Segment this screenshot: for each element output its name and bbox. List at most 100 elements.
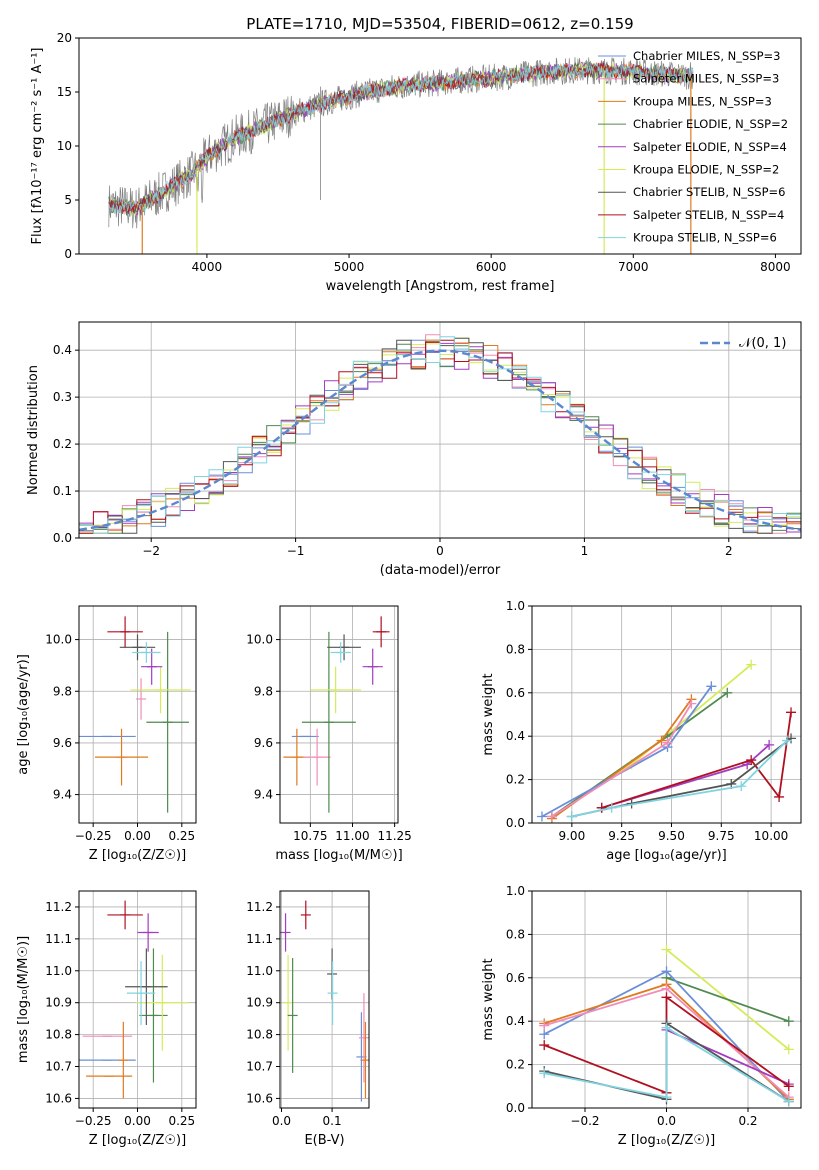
x-axis-label: E(B-V) xyxy=(304,1133,344,1148)
spectrum-model-kroupa_stelib xyxy=(108,63,694,215)
point-marker xyxy=(661,966,672,977)
point-marker xyxy=(782,735,793,746)
series-line xyxy=(601,712,792,809)
y-tick-label: 0.6 xyxy=(506,971,525,985)
legend-label-normal: 𝒩(0, 1) xyxy=(739,336,786,351)
y-axis-label: mass [log₁₀(M/M☉)] xyxy=(16,936,31,1063)
point-marker xyxy=(786,733,797,744)
y-tick-label: 0.4 xyxy=(506,1014,525,1028)
y-tick-label: 0.2 xyxy=(506,773,525,787)
errorbar-chabrier_elodie xyxy=(146,631,189,813)
point-marker xyxy=(783,1096,794,1107)
panel-residuals: −2 −1 0 1 2 0.0 0.1 0.2 0.3 0.4 𝒩(0, 1) (data-model… xyxy=(26,321,802,578)
y-tick-label: 9.6 xyxy=(254,736,273,750)
y-tick-label: 10.7 xyxy=(45,1060,72,1074)
series-line xyxy=(551,692,728,818)
errorbar-salpeter_elodie xyxy=(137,913,159,952)
errorbar-kroupa_elodie xyxy=(310,666,361,714)
y-tick-label: 9.4 xyxy=(53,788,72,802)
series-line xyxy=(601,744,770,809)
series-line xyxy=(571,737,792,818)
x-tick-label: 7000 xyxy=(618,260,649,274)
x-tick-label: 10.00 xyxy=(754,829,788,843)
errorbar-salpeter_elodie xyxy=(280,913,291,952)
y-tick-label: 20 xyxy=(57,31,72,45)
series-salpeter_elodie xyxy=(661,1024,794,1090)
errorbar-salpeter_stelib xyxy=(372,616,390,648)
point-marker xyxy=(661,983,672,994)
point-marker xyxy=(661,992,672,1003)
x-tick-label: −2 xyxy=(142,544,160,558)
series-kroupa_stelib xyxy=(566,735,793,822)
legend-label-chabrier_miles: Chabrier MILES, N_SSP=3 xyxy=(633,49,780,63)
y-tick-label: 10.6 xyxy=(246,1091,273,1105)
legend-label-chabrier_stelib: Chabrier STELIB, N_SSP=6 xyxy=(633,185,785,199)
y-tick-label: 15 xyxy=(57,85,72,99)
legend: 𝒩(0, 1) xyxy=(700,336,786,351)
x-tick-label: 10.75 xyxy=(293,829,327,843)
axes-frame xyxy=(78,37,802,255)
panel-mass_vs_ebv: 0.0 0.1 10.6 10.7 10.8 10.9 11.0 11.1 11.2 E(B-V) xyxy=(246,890,370,1148)
errorbar-chabrier_stelib xyxy=(125,948,168,1026)
x-tick-label: 2 xyxy=(725,544,733,558)
legend-label-kroupa_elodie: Kroupa ELODIE, N_SSP=2 xyxy=(633,163,779,177)
errorbar-kroupa_stelib xyxy=(330,642,351,663)
series-chabrier_elodie xyxy=(661,972,794,1027)
x-axis-label: age [log₁₀(age/yr)] xyxy=(606,848,727,863)
y-tick-label: 11.0 xyxy=(45,964,72,978)
x-tick-label: 8000 xyxy=(760,260,791,274)
plot-area xyxy=(536,659,797,823)
grid xyxy=(280,606,398,823)
errorbar-salpeter_miles xyxy=(358,993,369,1083)
x-axis-label: wavelength [Angstrom, rest frame] xyxy=(326,279,555,294)
point-marker xyxy=(786,707,797,718)
x-tick-label: 0.25 xyxy=(168,829,195,843)
point-marker xyxy=(736,781,747,792)
y-tick-label: 0 xyxy=(64,247,72,261)
y-tick-label: 0.4 xyxy=(506,729,525,743)
point-marker xyxy=(656,735,667,746)
y-tick-label: 11.2 xyxy=(45,900,72,914)
y-tick-label: 0.2 xyxy=(506,1058,525,1072)
x-tick-label: 0.2 xyxy=(738,1114,757,1128)
panel-age_vs_Z: −0.25 0.00 0.25 9.4 9.6 9.8 10.0 Z [log₁₀(Z/Z☉)… xyxy=(16,605,197,863)
legend-label-salpeter_elodie: Salpeter ELODIE, N_SSP=4 xyxy=(633,140,787,154)
point-marker xyxy=(539,1040,550,1051)
y-axis-label: age [log₁₀(age/yr)] xyxy=(16,654,31,775)
y-tick-label: 11.1 xyxy=(45,932,72,946)
errorbar-chabrier_elodie xyxy=(301,631,356,813)
y-tick-label: 10.0 xyxy=(45,633,72,647)
plot-area xyxy=(79,616,191,813)
x-tick-label: 0.1 xyxy=(323,1114,342,1128)
x-tick-label: 11.00 xyxy=(335,829,369,843)
x-tick-label: 11.25 xyxy=(377,829,411,843)
x-tick-label: 4000 xyxy=(192,260,223,274)
x-axis-label: Z [log₁₀(Z/Z☉)] xyxy=(89,848,186,863)
point-marker xyxy=(783,1016,794,1027)
y-tick-label: 0.3 xyxy=(53,390,72,404)
x-tick-label: −0.25 xyxy=(75,1114,112,1128)
y-tick-label: 0.2 xyxy=(53,437,72,451)
y-tick-label: 10.9 xyxy=(45,996,72,1010)
grid xyxy=(280,891,369,1108)
y-tick-label: 0.8 xyxy=(506,642,525,656)
x-tick-label: 0.00 xyxy=(124,829,151,843)
plot-area xyxy=(539,944,794,1107)
series-line xyxy=(666,1029,790,1085)
point-marker xyxy=(746,755,757,766)
point-marker xyxy=(536,811,547,822)
point-marker xyxy=(662,737,673,748)
errorbar-salpeter_stelib xyxy=(107,616,143,648)
errorbar-kroupa_elodie xyxy=(283,954,294,1051)
y-tick-label: 1.0 xyxy=(506,599,525,613)
panel-mass_vs_Z: −0.25 0.00 0.25 10.6 10.7 10.8 10.9 11.0 11.1 11.… xyxy=(16,890,197,1148)
point-marker xyxy=(783,1081,794,1092)
x-tick-label: 9.00 xyxy=(558,829,585,843)
y-tick-label: 11.0 xyxy=(246,964,273,978)
errorbar-salpeter_elodie xyxy=(362,648,383,685)
errorbar-salpeter_elodie xyxy=(141,648,163,685)
series-salpeter_elodie xyxy=(596,739,775,813)
series-kroupa_stelib xyxy=(539,1022,794,1107)
y-tick-label: 10.9 xyxy=(246,996,273,1010)
errorbar-chabrier_elodie xyxy=(139,948,168,1083)
